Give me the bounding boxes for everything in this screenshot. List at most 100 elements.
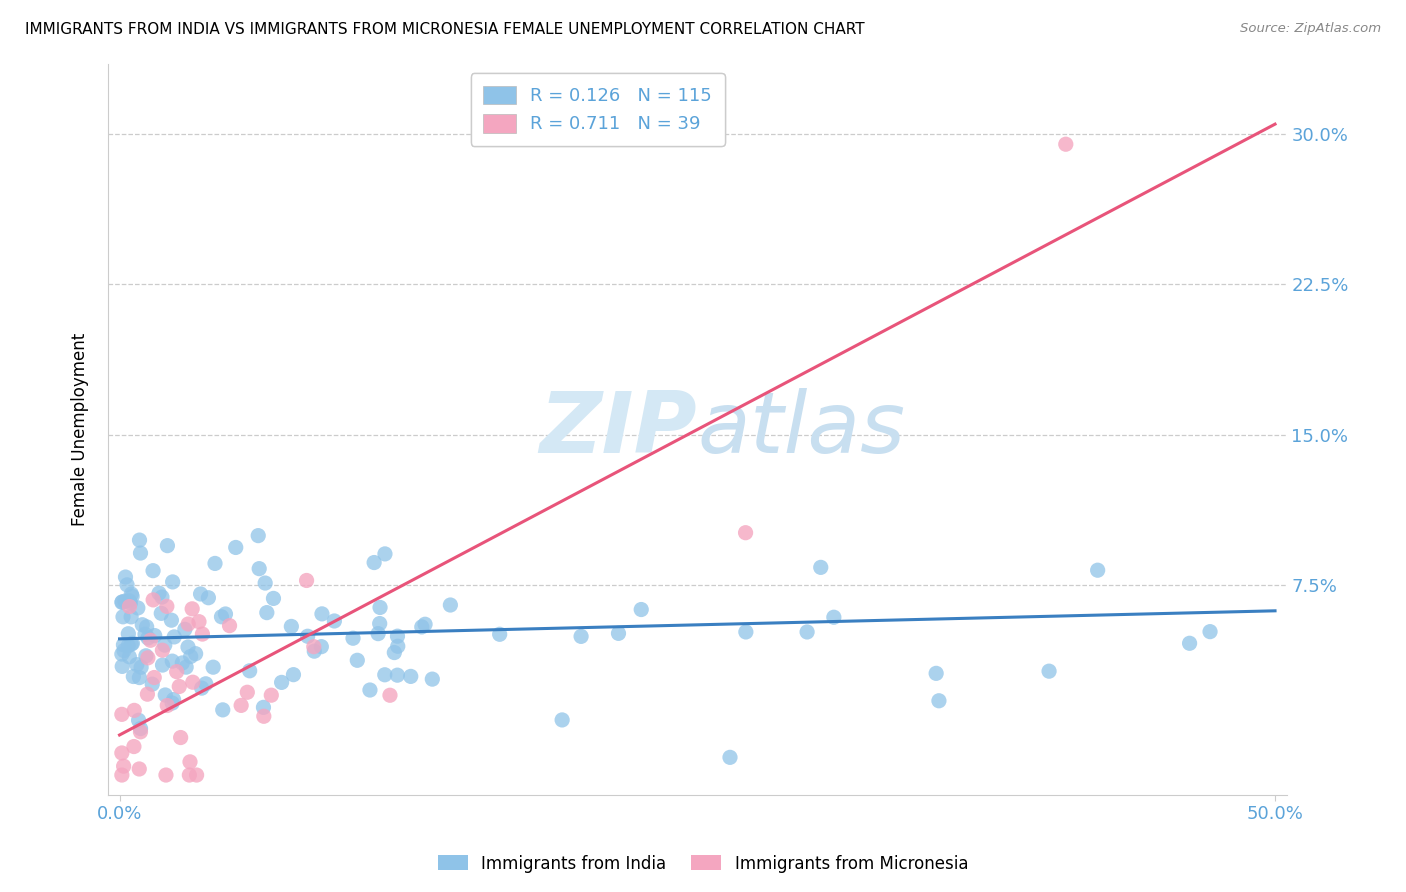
- Point: [139, 633, 162, 648]
- Point: [153, 638, 176, 652]
- Point: [111, 595, 134, 609]
- Point: [128, 533, 150, 547]
- Point: [270, 675, 292, 690]
- Legend: R = 0.126   N = 115, R = 0.711   N = 39: R = 0.126 N = 115, R = 0.711 N = 39: [471, 73, 724, 146]
- Point: [160, 613, 183, 627]
- Point: [256, 606, 278, 620]
- Point: [111, 768, 134, 782]
- Point: [129, 722, 152, 736]
- Point: [150, 643, 173, 657]
- Point: [122, 703, 145, 717]
- Point: [120, 637, 142, 651]
- Text: IMMIGRANTS FROM INDIA VS IMMIGRANTS FROM MICRONESIA FEMALE UNEMPLOYMENT CORRELAT: IMMIGRANTS FROM INDIA VS IMMIGRANTS FROM…: [25, 22, 865, 37]
- Point: [173, 623, 195, 637]
- Point: [420, 672, 443, 686]
- Point: [184, 647, 207, 661]
- Point: [569, 629, 592, 643]
- Point: [120, 610, 142, 624]
- Point: [225, 541, 247, 555]
- Point: [211, 703, 233, 717]
- Text: ZIP: ZIP: [540, 388, 697, 471]
- Point: [413, 617, 436, 632]
- Point: [190, 587, 212, 601]
- Point: [190, 681, 212, 695]
- Point: [1038, 664, 1060, 678]
- Point: [607, 626, 630, 640]
- Point: [378, 688, 401, 702]
- Point: [112, 759, 135, 773]
- Point: [253, 709, 276, 723]
- Point: [111, 609, 134, 624]
- Point: [118, 599, 141, 614]
- Point: [122, 669, 145, 683]
- Point: [112, 643, 135, 657]
- Point: [254, 576, 277, 591]
- Point: [202, 660, 225, 674]
- Point: [148, 586, 170, 600]
- Point: [359, 683, 381, 698]
- Point: [156, 539, 179, 553]
- Point: [280, 619, 302, 633]
- Point: [1178, 636, 1201, 650]
- Point: [374, 547, 396, 561]
- Point: [297, 629, 319, 643]
- Point: [118, 594, 141, 608]
- Point: [150, 590, 173, 604]
- Point: [311, 640, 333, 654]
- Point: [551, 713, 574, 727]
- Point: [136, 687, 159, 701]
- Point: [367, 626, 389, 640]
- Point: [172, 656, 194, 670]
- Point: [1054, 137, 1077, 152]
- Point: [346, 653, 368, 667]
- Point: [136, 650, 159, 665]
- Point: [136, 631, 159, 645]
- Point: [311, 607, 333, 621]
- Point: [127, 601, 149, 615]
- Point: [252, 700, 274, 714]
- Point: [928, 694, 950, 708]
- Point: [323, 614, 346, 628]
- Point: [231, 698, 253, 713]
- Point: [177, 617, 200, 632]
- Point: [295, 574, 318, 588]
- Point: [111, 746, 134, 760]
- Point: [143, 629, 166, 643]
- Point: [155, 688, 177, 702]
- Point: [114, 570, 136, 584]
- Point: [114, 594, 136, 608]
- Point: [117, 626, 139, 640]
- Point: [387, 639, 409, 653]
- Point: [247, 561, 270, 575]
- Point: [387, 668, 409, 682]
- Point: [239, 664, 262, 678]
- Point: [128, 762, 150, 776]
- Legend: Immigrants from India, Immigrants from Micronesia: Immigrants from India, Immigrants from M…: [432, 848, 974, 880]
- Point: [111, 595, 134, 609]
- Point: [156, 698, 179, 713]
- Point: [823, 610, 845, 624]
- Point: [211, 609, 233, 624]
- Point: [167, 680, 190, 694]
- Point: [194, 677, 217, 691]
- Point: [152, 658, 174, 673]
- Point: [342, 632, 364, 646]
- Point: [439, 598, 461, 612]
- Point: [204, 557, 226, 571]
- Point: [387, 629, 409, 643]
- Point: [260, 688, 283, 702]
- Point: [174, 660, 197, 674]
- Point: [129, 660, 152, 674]
- Point: [180, 649, 202, 664]
- Point: [382, 646, 405, 660]
- Point: [111, 707, 134, 722]
- Point: [121, 636, 143, 650]
- Point: [734, 624, 756, 639]
- Point: [125, 657, 148, 672]
- Point: [304, 644, 326, 658]
- Point: [156, 599, 179, 614]
- Point: [197, 591, 219, 605]
- Point: [179, 755, 201, 769]
- Point: [177, 640, 200, 654]
- Point: [179, 768, 201, 782]
